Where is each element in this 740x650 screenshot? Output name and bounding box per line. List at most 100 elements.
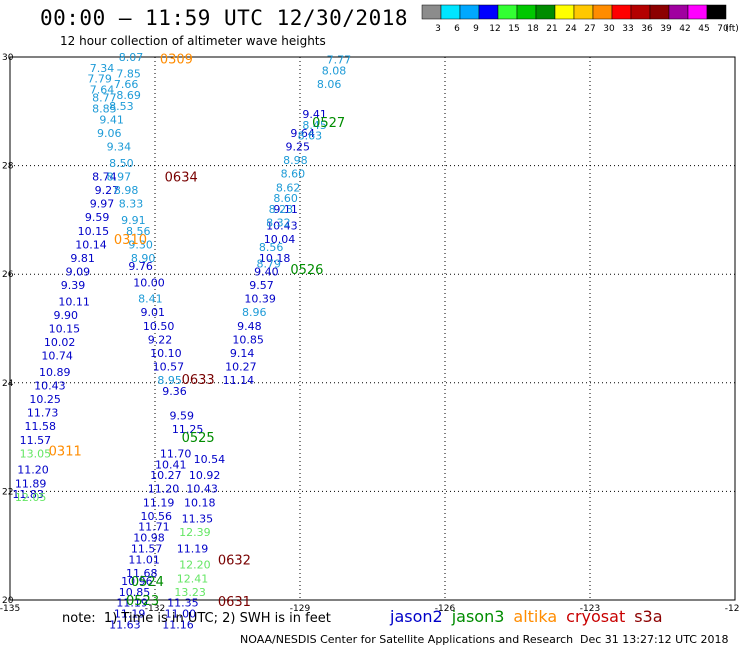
pass-time-label: 0311	[49, 445, 82, 460]
wave-height-value: 9.01	[141, 306, 166, 319]
wave-height-value: 12.05	[15, 491, 47, 504]
wave-height-value: 11.20	[148, 483, 180, 496]
wave-height-value: 10.74	[41, 350, 73, 363]
colorbar-tick-label: 12	[489, 24, 500, 34]
wave-height-value: 9.39	[61, 279, 86, 292]
wave-height-value: 8.32	[266, 217, 291, 230]
y-tick-label: 20	[2, 596, 14, 606]
wave-height-value: 9.90	[54, 309, 79, 322]
wave-height-value: 8.62	[276, 181, 301, 194]
wave-height-value: 9.14	[230, 347, 255, 360]
wave-height-value: 10.41	[155, 458, 187, 471]
wave-height-value: 11.35	[167, 597, 199, 610]
wave-height-value: 11.16	[162, 618, 194, 631]
colorbar-tick-label: 27	[584, 24, 595, 34]
wave-height-value: 9.40	[254, 265, 278, 278]
wave-height-value: 11.83	[12, 488, 44, 501]
colorbar-tick-label: 70	[717, 24, 729, 34]
wave-height-value: 10.04	[264, 233, 296, 246]
x-tick-label: -135	[0, 604, 20, 614]
wave-height-value: 9.64	[290, 127, 315, 140]
colorbar-tick-label: 30	[603, 24, 615, 34]
color-scale-legend: 3 6 9 12 15 18 21 24 27 30 33 36 39 42 45 70(ft)	[421, 4, 739, 34]
wave-height-value: 9.59	[85, 211, 110, 224]
x-tick-label: -123	[580, 604, 600, 614]
wave-height-value: 9.27	[95, 184, 120, 197]
colorbar-unit-label: (ft)	[725, 24, 739, 34]
wave-height-value: 9.36	[162, 385, 187, 398]
wave-height-value: 10.18	[184, 496, 216, 509]
colorbar-tick-label: 45	[698, 24, 709, 34]
wave-height-value: 10.25	[29, 393, 61, 406]
wave-height-value: 8.45	[302, 119, 327, 132]
wave-height-value: 10.96	[121, 575, 152, 588]
wave-height-value: 9.97	[90, 198, 115, 211]
colorbar-tick-label: 36	[641, 24, 653, 34]
pass-time-label: 0309	[160, 53, 193, 68]
colorbar-tick-label: 15	[508, 24, 519, 34]
wave-height-value: 9.41	[99, 113, 124, 126]
wave-height-value: 10.89	[39, 366, 71, 379]
wave-height-value: 9.57	[249, 279, 274, 292]
wave-height-value: 10.18	[259, 252, 291, 265]
wave-height-value: 10.57	[153, 361, 185, 374]
pass-time-label: 0527	[312, 116, 345, 131]
wave-height-value: 10.98	[133, 532, 165, 545]
colorbar-tick-label: 24	[565, 24, 577, 34]
wave-height-value: 11.70	[160, 447, 192, 460]
colorbar-tick-label: 6	[454, 24, 460, 34]
wave-height-value: 7.34	[90, 62, 115, 75]
wave-height-value: 11.63	[109, 618, 141, 631]
y-tick-label: 22	[2, 487, 13, 497]
wave-height-value: 10.14	[75, 238, 107, 251]
satellite-legend-jason2: jason2	[390, 607, 443, 626]
wave-height-value: 8.07	[119, 51, 144, 64]
wave-height-value: 10.02	[44, 336, 75, 349]
wave-height-value: 9.25	[286, 141, 311, 154]
colorbar-tick-label: 42	[679, 24, 690, 34]
wave-height-value: 8.74	[92, 170, 117, 183]
wave-height-value: 9.48	[237, 320, 262, 333]
wave-height-value: 9.76	[128, 260, 153, 273]
wave-height-value: 8.60	[273, 192, 298, 205]
pass-time-label: 0526	[290, 263, 323, 278]
wave-height-value: 9.06	[97, 127, 122, 140]
wave-height-value: 10.27	[225, 361, 256, 374]
wave-height-value: 8.50	[109, 157, 134, 170]
wave-height-value: 11.14	[223, 374, 255, 387]
colorbar-tick-label: 3	[435, 24, 441, 34]
wave-height-value: 10.43	[266, 219, 298, 232]
y-tick-label: 30	[2, 53, 14, 63]
wave-height-value: 9.09	[66, 265, 91, 278]
wave-height-value: 8.53	[109, 100, 134, 113]
colorbar-tick-label: 9	[473, 24, 479, 34]
wave-height-value: 11.19	[116, 597, 148, 610]
wave-height-value: 8.08	[322, 65, 347, 78]
pass-time-label: 0631	[218, 595, 251, 610]
wave-height-value: 10.39	[244, 293, 276, 306]
wave-height-value: 8.77	[92, 92, 117, 105]
wave-height-value: 8.98	[114, 184, 138, 197]
wave-height-value: 8.60	[281, 168, 306, 181]
wave-height-value: 9.81	[70, 252, 95, 265]
colorbar-tick-label: 39	[660, 24, 672, 34]
colorbar-tick-label: 21	[546, 24, 557, 34]
wave-height-value: 10.54	[194, 453, 226, 466]
y-tick-label: 28	[2, 162, 14, 172]
wave-height-value: 8.95	[157, 374, 182, 387]
wave-height-value: 11.57	[20, 434, 51, 447]
wave-height-value: 10.85	[119, 586, 151, 599]
wave-height-value: 8.63	[298, 130, 323, 143]
wave-height-value: 7.85	[116, 67, 141, 80]
wave-height-value: 9.22	[148, 333, 173, 346]
wave-height-value: 11.01	[128, 553, 160, 566]
wave-height-value: 10.43	[34, 380, 66, 393]
wave-height-value: 8.96	[242, 306, 267, 319]
wave-height-value: 8.90	[131, 252, 156, 265]
satellite-legend: jason2 jason3 altika cryosat s3a	[390, 607, 672, 626]
wave-height-value: 11.71	[138, 521, 170, 534]
wave-height-value: 10.15	[49, 323, 81, 336]
wave-height-value: 7.79	[87, 73, 112, 86]
